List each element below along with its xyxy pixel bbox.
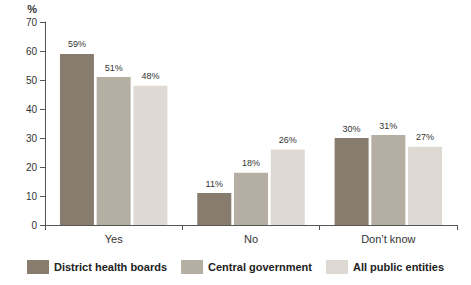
svg-text:%: % bbox=[27, 3, 37, 15]
svg-text:10: 10 bbox=[26, 191, 38, 202]
svg-text:All public entities: All public entities bbox=[353, 261, 444, 273]
svg-text:Central government: Central government bbox=[208, 261, 312, 273]
svg-text:Don’t know: Don’t know bbox=[361, 233, 415, 245]
svg-text:70: 70 bbox=[26, 17, 38, 28]
svg-text:27%: 27% bbox=[416, 132, 434, 142]
svg-text:30: 30 bbox=[26, 133, 38, 144]
svg-text:11%: 11% bbox=[206, 179, 223, 189]
svg-text:0: 0 bbox=[31, 220, 37, 231]
svg-text:Yes: Yes bbox=[105, 233, 123, 245]
svg-text:20: 20 bbox=[26, 162, 38, 173]
svg-text:40: 40 bbox=[26, 104, 38, 115]
svg-text:30%: 30% bbox=[343, 124, 361, 134]
svg-text:18%: 18% bbox=[242, 158, 260, 168]
svg-text:District health boards: District health boards bbox=[54, 261, 167, 273]
svg-text:60: 60 bbox=[26, 46, 38, 57]
svg-text:No: No bbox=[244, 233, 258, 245]
svg-text:26%: 26% bbox=[279, 135, 297, 145]
svg-text:50: 50 bbox=[26, 75, 38, 86]
svg-text:31%: 31% bbox=[379, 121, 397, 131]
svg-text:48%: 48% bbox=[141, 71, 159, 81]
svg-text:59%: 59% bbox=[68, 39, 86, 49]
svg-text:51%: 51% bbox=[105, 63, 123, 73]
